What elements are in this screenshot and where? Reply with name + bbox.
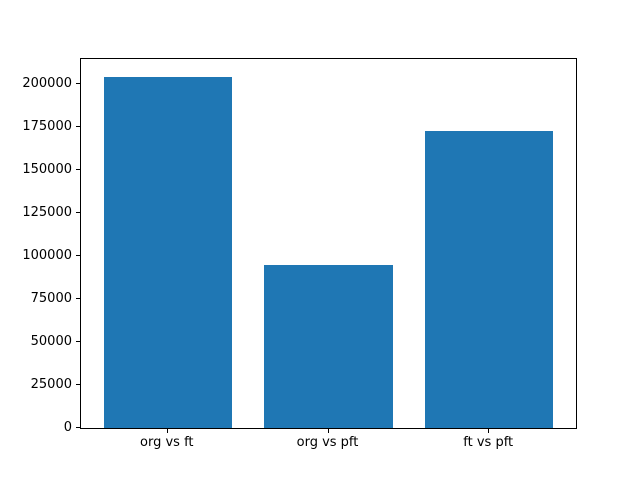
x-tick-mark xyxy=(327,429,329,433)
bar-ft-vs-pft xyxy=(424,130,554,428)
y-tick-label: 150000 xyxy=(22,162,72,178)
x-tick-mark xyxy=(488,429,490,433)
y-tick-mark xyxy=(76,341,80,343)
x-tick-label: ft vs pft xyxy=(463,435,514,450)
y-tick-label: 100000 xyxy=(22,248,72,264)
y-tick-label: 125000 xyxy=(22,205,72,221)
y-tick-mark xyxy=(76,298,80,300)
bar-org-vs-ft xyxy=(103,76,233,428)
y-tick-mark xyxy=(76,427,80,428)
y-tick-mark xyxy=(76,255,80,257)
y-tick-label: 0 xyxy=(63,420,72,435)
x-tick-mark xyxy=(166,429,168,433)
y-tick-label: 75000 xyxy=(30,291,72,307)
bar-org-vs-pft xyxy=(264,264,393,428)
x-tick-label: org vs pft xyxy=(296,435,359,450)
y-tick-label: 200000 xyxy=(22,76,72,92)
plot-area xyxy=(80,58,577,429)
y-tick-mark xyxy=(76,126,80,128)
y-tick-mark xyxy=(76,384,80,386)
y-tick-label: 175000 xyxy=(22,119,72,135)
y-tick-label: 25000 xyxy=(30,377,72,393)
x-tick-label: org vs ft xyxy=(140,435,194,450)
y-tick-mark xyxy=(76,169,80,171)
y-tick-mark xyxy=(76,83,80,85)
y-tick-mark xyxy=(76,212,80,214)
y-tick-label: 50000 xyxy=(30,334,72,350)
